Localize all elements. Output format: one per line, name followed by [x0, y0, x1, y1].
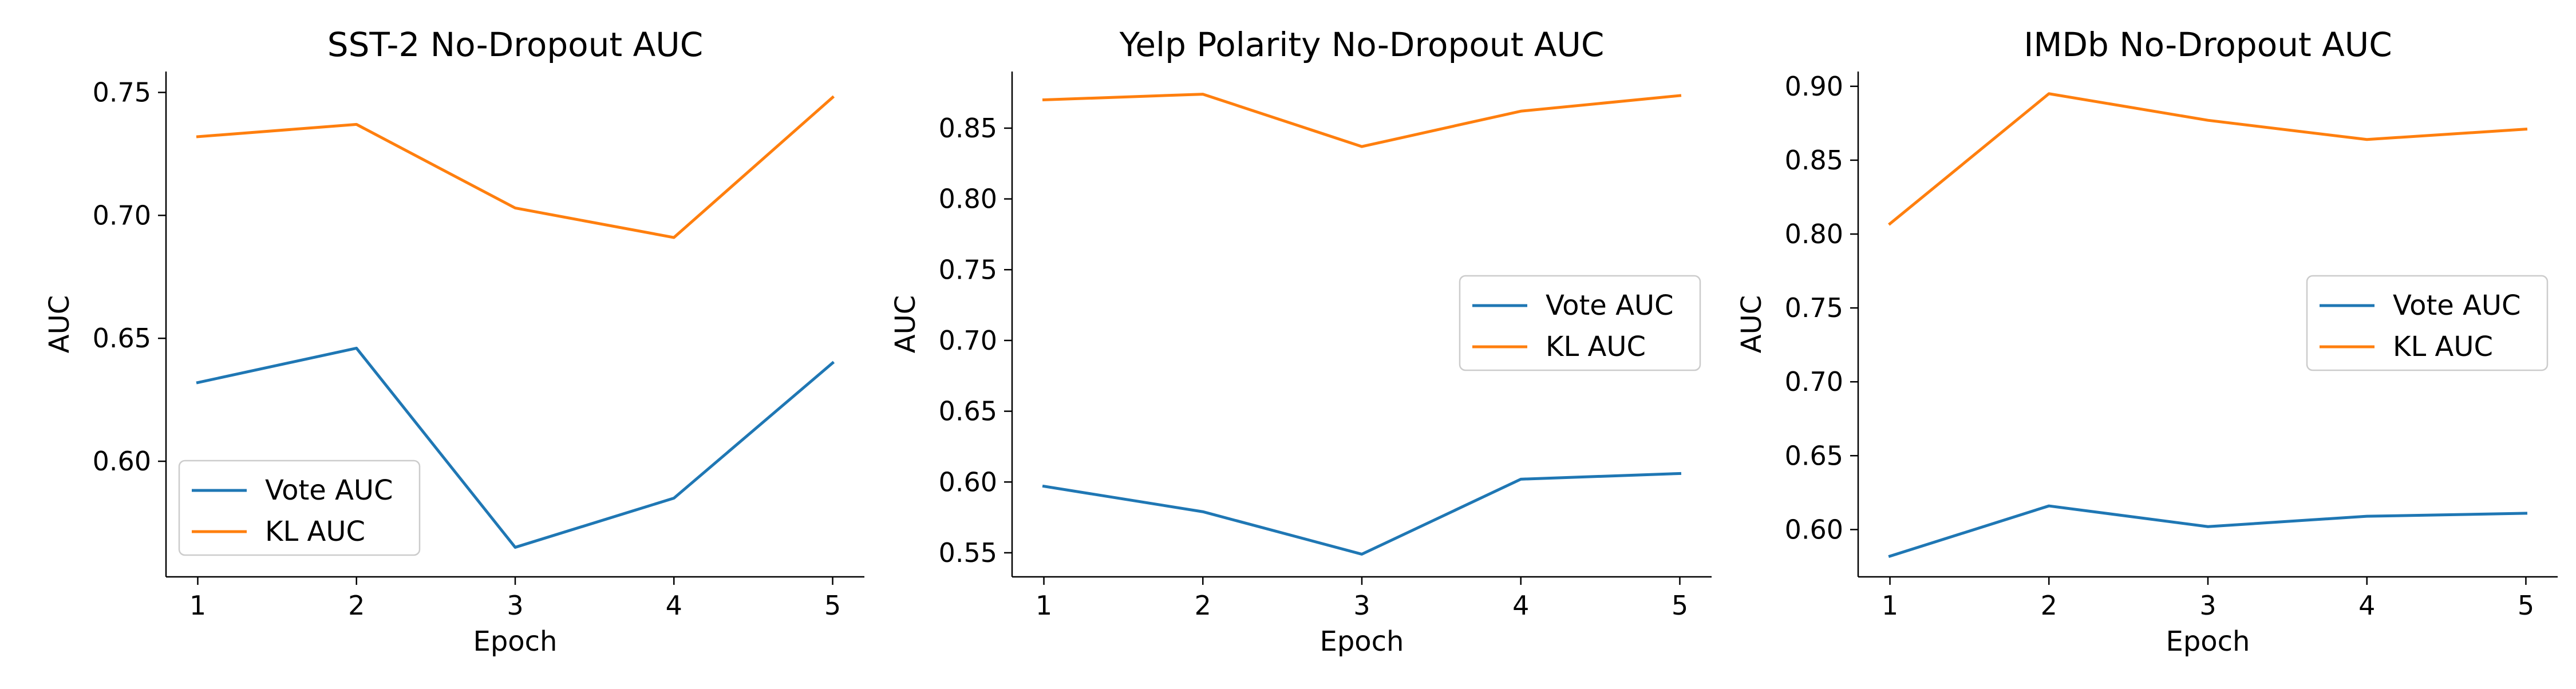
y-tick-label: 0.80 [1785, 219, 1843, 250]
legend-label: Vote AUC [265, 474, 393, 506]
y-tick-label: 0.70 [939, 325, 997, 356]
y-tick-label: 0.55 [939, 537, 997, 568]
x-tick-label: 1 [1036, 590, 1052, 621]
chart-title: Yelp Polarity No-Dropout AUC [1119, 25, 1605, 64]
chart-panel-2: Yelp Polarity No-Dropout AUC 1 2 3 4 5 0.55 0.6… [890, 25, 1712, 658]
chart-panel-1: SST-2 No-Dropout AUC 1 2 3 4 5 0.60 0.65 0.70 0.7… [44, 25, 864, 658]
legend: Vote AUC KL AUC [179, 461, 420, 555]
y-axis-label: AUC [44, 295, 76, 353]
x-axis-label: Epoch [2166, 625, 2250, 658]
x-tick-label: 1 [189, 590, 206, 621]
legend-label: KL AUC [265, 516, 365, 548]
y-tick-label: 0.60 [939, 466, 997, 497]
x-tick-label: 5 [824, 590, 841, 621]
x-tick-label: 2 [348, 590, 365, 621]
x-tick-label: 3 [507, 590, 523, 621]
legend: Vote AUC KL AUC [1460, 276, 1700, 370]
x-tick-label: 1 [1882, 590, 1898, 621]
series-line-vote-auc [1044, 473, 1680, 554]
y-tick-label: 0.90 [1785, 71, 1843, 102]
x-tick-label: 4 [2358, 590, 2375, 621]
y-axis-label: AUC [1736, 295, 1768, 353]
x-tick-label: 4 [1512, 590, 1529, 621]
y-tick-label: 0.60 [1785, 514, 1843, 545]
y-tick-label: 0.75 [939, 254, 997, 285]
x-tick-label: 5 [1672, 590, 1688, 621]
chart-title: SST-2 No-Dropout AUC [327, 25, 703, 64]
y-tick-label: 0.65 [939, 396, 997, 427]
y-axis-label: AUC [890, 295, 922, 353]
legend-label: KL AUC [1546, 331, 1646, 363]
x-tick-label: 2 [2041, 590, 2057, 621]
legend-label: Vote AUC [1546, 290, 1674, 322]
series-line-kl-auc [197, 97, 832, 237]
legend: Vote AUC KL AUC [2307, 276, 2547, 370]
legend-label: Vote AUC [2393, 290, 2521, 322]
x-tick-label: 5 [2518, 590, 2534, 621]
y-tick-label: 0.65 [93, 323, 151, 354]
y-tick-label: 0.70 [93, 200, 151, 231]
x-tick-label: 3 [2199, 590, 2216, 621]
y-tick-label: 0.60 [93, 446, 151, 477]
x-tick-label: 2 [1195, 590, 1211, 621]
y-tick-label: 0.80 [939, 184, 997, 215]
x-axis-label: Epoch [473, 625, 558, 658]
x-tick-label: 4 [666, 590, 682, 621]
x-axis-label: Epoch [1320, 625, 1404, 658]
chart-title: IMDb No-Dropout AUC [2024, 25, 2392, 64]
series-line-kl-auc [1890, 94, 2526, 224]
y-tick-label: 0.75 [1785, 292, 1843, 323]
series-line-vote-auc [1890, 506, 2526, 556]
y-tick-label: 0.75 [93, 77, 151, 108]
y-tick-label: 0.85 [1785, 145, 1843, 176]
legend-label: KL AUC [2393, 331, 2493, 363]
y-tick-label: 0.85 [939, 113, 997, 144]
x-tick-label: 3 [1353, 590, 1370, 621]
chart-panel-3: IMDb No-Dropout AUC 1 2 3 4 5 0.60 0.65 0.70 0.75… [1736, 25, 2558, 658]
y-tick-label: 0.65 [1785, 440, 1843, 471]
y-tick-label: 0.70 [1785, 366, 1843, 397]
series-line-kl-auc [1044, 94, 1680, 147]
